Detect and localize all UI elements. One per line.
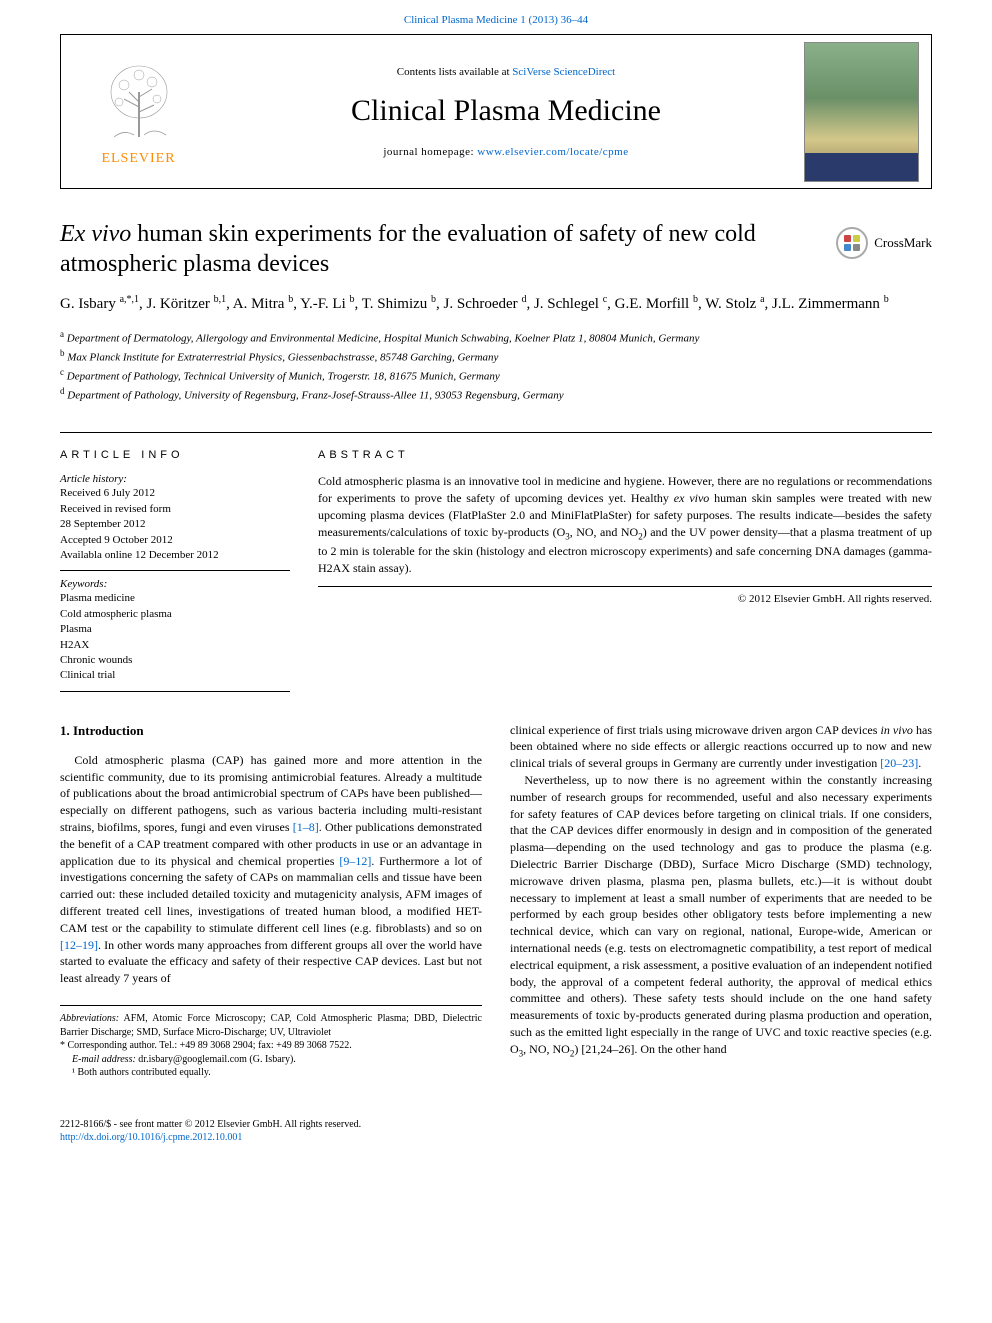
header-center: Contents lists available at SciVerse Sci… — [216, 66, 796, 158]
journal-header: ELSEVIER Contents lists available at Sci… — [60, 34, 932, 189]
title-row: Ex vivo human skin experiments for the e… — [60, 219, 932, 279]
contents-prefix: Contents lists available at — [397, 66, 512, 78]
publisher-logo: ELSEVIER — [61, 47, 216, 177]
abbrev-label: Abbreviations: — [60, 1013, 119, 1024]
body-p3: Nevertheless, up to now there is no agre… — [510, 772, 932, 1060]
keywords-list: Plasma medicineCold atmospheric plasmaPl… — [60, 591, 290, 691]
corr-author: * Corresponding author. Tel.: +49 89 306… — [60, 1039, 482, 1053]
journal-reference: Clinical Plasma Medicine 1 (2013) 36–44 — [0, 0, 992, 34]
info-heading: ARTICLE INFO — [60, 449, 290, 461]
article-content: Ex vivo human skin experiments for the e… — [0, 189, 992, 1110]
body-columns: 1. Introduction Cold atmospheric plasma … — [60, 722, 932, 1080]
homepage-link[interactable]: www.elsevier.com/locate/cpme — [477, 146, 628, 158]
info-abstract-row: ARTICLE INFO Article history: Received 6… — [60, 432, 932, 691]
abbrev-text: AFM, Atomic Force Microscopy; CAP, Cold … — [60, 1013, 482, 1038]
journal-homepage: journal homepage: www.elsevier.com/locat… — [216, 146, 796, 158]
abstract-heading: ABSTRACT — [318, 449, 932, 461]
email-line: E-mail address: dr.isbary@googlemail.com… — [60, 1053, 482, 1067]
journal-cover — [796, 34, 931, 190]
abstract-copyright: © 2012 Elsevier GmbH. All rights reserve… — [318, 593, 932, 605]
footnotes: Abbreviations: AFM, Atomic Force Microsc… — [60, 1005, 482, 1080]
article-title: Ex vivo human skin experiments for the e… — [60, 219, 806, 279]
history-label: Article history: — [60, 473, 290, 485]
crossmark-icon — [836, 227, 868, 259]
contents-line: Contents lists available at SciVerse Sci… — [216, 66, 796, 78]
journal-name: Clinical Plasma Medicine — [216, 94, 796, 128]
doi-line: http://dx.doi.org/10.1016/j.cpme.2012.10… — [60, 1131, 932, 1145]
affiliations: a Department of Dermatology, Allergology… — [60, 328, 932, 405]
email-label: E-mail address: — [72, 1054, 136, 1065]
abstract-text: Cold atmospheric plasma is an innovative… — [318, 473, 932, 587]
equal-contrib: ¹ Both authors contributed equally. — [60, 1066, 482, 1080]
article-info: ARTICLE INFO Article history: Received 6… — [60, 449, 290, 691]
abbrev-line: Abbreviations: AFM, Atomic Force Microsc… — [60, 1012, 482, 1039]
intro-heading: 1. Introduction — [60, 722, 482, 740]
journal-ref-link[interactable]: Clinical Plasma Medicine 1 (2013) 36–44 — [404, 14, 588, 26]
body-p1: Cold atmospheric plasma (CAP) has gained… — [60, 752, 482, 987]
homepage-prefix: journal homepage: — [383, 146, 477, 158]
elsevier-tree-icon — [94, 57, 184, 147]
sciencedirect-link[interactable]: SciVerse ScienceDirect — [512, 66, 615, 78]
abstract-column: ABSTRACT Cold atmospheric plasma is an i… — [318, 449, 932, 691]
email-value: dr.isbary@googlemail.com (G. Isbary). — [136, 1054, 296, 1065]
history-list: Received 6 July 2012Received in revised … — [60, 486, 290, 571]
issn-line: 2212-8166/$ - see front matter © 2012 El… — [60, 1118, 932, 1132]
title-italic: Ex vivo — [60, 221, 131, 247]
crossmark[interactable]: CrossMark — [836, 227, 932, 259]
doi-link[interactable]: http://dx.doi.org/10.1016/j.cpme.2012.10… — [60, 1132, 242, 1143]
authors: G. Isbary a,*,1, J. Köritzer b,1, A. Mit… — [60, 293, 932, 316]
page-footer: 2212-8166/$ - see front matter © 2012 El… — [0, 1110, 992, 1175]
keywords-label: Keywords: — [60, 578, 290, 590]
publisher-name: ELSEVIER — [101, 151, 175, 167]
crossmark-label: CrossMark — [874, 235, 932, 251]
title-rest: human skin experiments for the evaluatio… — [60, 221, 756, 277]
cover-thumbnail — [804, 42, 919, 182]
body-p2: clinical experience of first trials usin… — [510, 722, 932, 772]
